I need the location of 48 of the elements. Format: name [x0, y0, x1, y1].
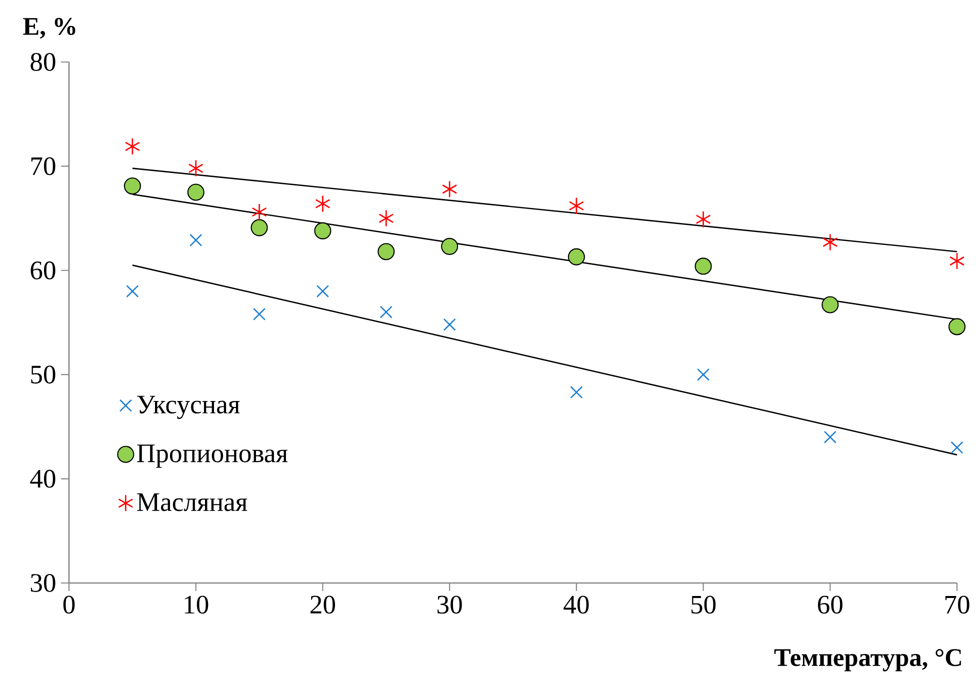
point [568, 248, 585, 266]
legend-label: Масляная [137, 493, 248, 512]
point [696, 210, 711, 228]
point [694, 258, 712, 275]
point [188, 160, 204, 177]
point [441, 238, 458, 255]
y-tick-label: 40 [30, 470, 56, 488]
x-tick-label: 60 [818, 596, 842, 614]
point [187, 184, 204, 201]
y-tick-label: 30 [30, 574, 56, 592]
point [822, 296, 839, 314]
point [314, 222, 332, 240]
y-tick-label: 60 [30, 261, 56, 280]
point [822, 234, 838, 251]
legend-label: Уксусная [137, 396, 240, 420]
point [380, 306, 392, 318]
point [950, 441, 964, 454]
point [250, 219, 268, 236]
point [252, 308, 266, 320]
x-axis-title: Температура, °C [774, 649, 961, 672]
legend-label: Пропионовая [137, 444, 288, 468]
point [442, 180, 458, 198]
point [378, 210, 394, 227]
point [568, 197, 584, 214]
x-tick-label: 70 [945, 596, 970, 614]
point [696, 368, 710, 381]
x-tick-label: 50 [691, 596, 716, 614]
point [443, 318, 456, 331]
point [378, 243, 395, 260]
point [315, 195, 330, 212]
point [570, 386, 583, 399]
y-tick-label: 70 [31, 157, 56, 176]
point [124, 138, 140, 156]
x-tick-label: 10 [184, 596, 208, 614]
x-tick-label: 40 [564, 596, 589, 614]
y-tick-label: 80 [30, 52, 56, 71]
point [190, 234, 202, 246]
y-tick-label: 50 [31, 366, 56, 384]
point [126, 284, 139, 298]
point [824, 430, 836, 444]
y-axis-title: E, % [23, 18, 76, 39]
point [949, 252, 965, 270]
x-tick-label: 0 [63, 596, 75, 614]
x-tick-label: 20 [310, 596, 336, 614]
point [124, 177, 141, 195]
point [252, 203, 267, 221]
point [316, 284, 330, 298]
x-tick-label: 30 [438, 596, 462, 614]
